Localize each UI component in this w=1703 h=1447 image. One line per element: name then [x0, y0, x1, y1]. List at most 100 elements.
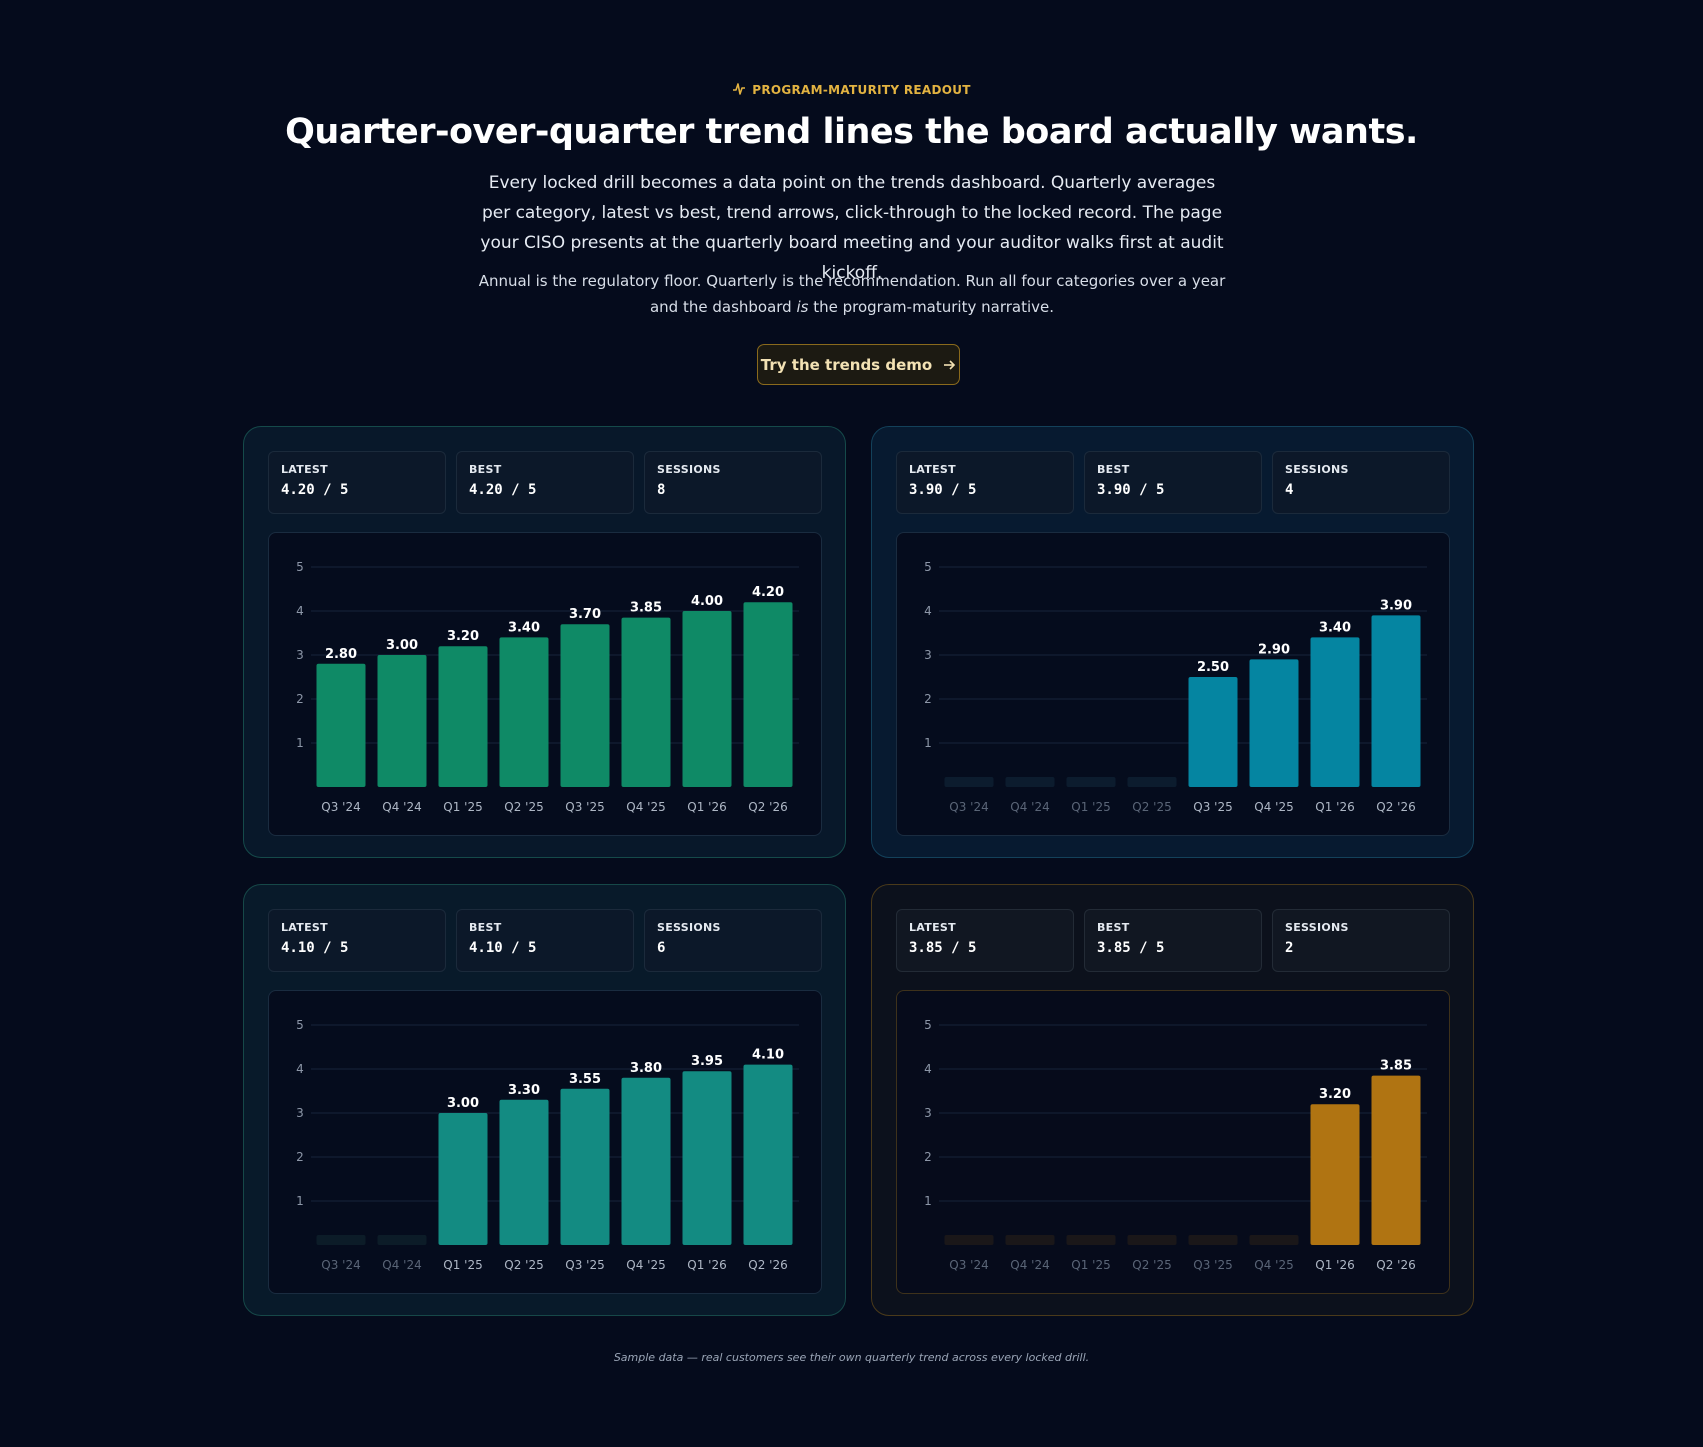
empty-bar [1188, 1235, 1238, 1245]
bar [621, 1077, 671, 1245]
trend-chart: 1 2 3 4 5 Q3 '24 Q4 '24 3.00 Q1 '25 3.30 Q2 '25 3.5… [268, 990, 822, 1294]
y-tick-label: 2 [924, 692, 932, 706]
data-label: 3.85 [1380, 1059, 1412, 1074]
bar [621, 617, 671, 787]
x-tick-label: Q4 '24 [1010, 1258, 1049, 1272]
empty-bar [1127, 777, 1177, 787]
data-label: 3.70 [569, 607, 601, 622]
bar [560, 624, 610, 787]
empty-bar [944, 777, 994, 787]
trend-card-2: LATEST 3.90 / 5 BEST 3.90 / 5 SESSIONS 4… [871, 426, 1474, 858]
data-label: 3.30 [508, 1083, 540, 1098]
stat-best: BEST 3.85 / 5 [1084, 909, 1262, 972]
empty-bar [1005, 1235, 1055, 1245]
bar [1310, 1104, 1360, 1245]
empty-bar [1066, 1235, 1116, 1245]
y-tick-label: 1 [924, 736, 932, 750]
eyebrow-label: PROGRAM-MATURITY READOUT [752, 83, 971, 97]
bar [1371, 615, 1421, 787]
best-value: 4.20 / 5 [469, 482, 537, 498]
page-title: Quarter-over-quarter trend lines the boa… [285, 112, 1418, 152]
bar [743, 1064, 793, 1245]
bar-chart-svg: 1 2 3 4 5 Q3 '24 Q4 '24 3.00 Q1 '25 3.30 Q2 '25 3.5… [296, 1018, 799, 1272]
trend-chart: 1 2 3 4 5 Q3 '24 Q4 '24 Q1 '25 Q2 '25 2.50 Q3 '25 2… [896, 532, 1450, 836]
x-tick-label: Q4 '25 [626, 800, 665, 814]
x-tick-label: Q3 '25 [1193, 1258, 1232, 1272]
y-tick-label: 1 [296, 1194, 304, 1208]
latest-value: 4.10 / 5 [281, 940, 349, 956]
data-label: 3.40 [1319, 620, 1351, 635]
trend-card-3: LATEST 4.10 / 5 BEST 4.10 / 5 SESSIONS 6… [243, 884, 846, 1316]
x-tick-label: Q4 '25 [626, 1258, 665, 1272]
stat-sessions: SESSIONS 8 [644, 451, 822, 514]
subtext: Annual is the regulatory floor. Quarterl… [478, 272, 1226, 316]
x-tick-label: Q2 '25 [1132, 800, 1171, 814]
stat-latest: LATEST 3.85 / 5 [896, 909, 1074, 972]
bar [1371, 1075, 1421, 1245]
stat-sessions: SESSIONS 6 [644, 909, 822, 972]
bar [499, 637, 549, 787]
data-label: 3.55 [569, 1072, 601, 1087]
x-tick-label: Q3 '25 [1193, 800, 1232, 814]
y-tick-label: 2 [924, 1150, 932, 1164]
bar-chart-svg: 1 2 3 4 5 2.80 Q3 '24 3.00 Q4 '24 3.20 Q1 '25 3.40 Q… [296, 560, 799, 814]
x-tick-label: Q1 '25 [1071, 800, 1110, 814]
try-trends-demo-button[interactable]: Try the trends demo [757, 344, 960, 385]
empty-bar [377, 1235, 427, 1245]
x-tick-label: Q3 '24 [949, 1258, 988, 1272]
data-label: 3.20 [1319, 1087, 1351, 1102]
y-tick-label: 2 [296, 692, 304, 706]
x-tick-label: Q2 '26 [748, 1258, 787, 1272]
y-tick-label: 3 [296, 1106, 304, 1120]
data-label: 3.90 [1380, 598, 1412, 613]
y-tick-label: 1 [296, 736, 304, 750]
lede: Every locked drill becomes a data point … [480, 173, 1224, 283]
sessions-value: 6 [657, 940, 666, 956]
x-tick-label: Q1 '25 [1071, 1258, 1110, 1272]
footnote: Sample data — real customers see their o… [613, 1351, 1090, 1364]
data-label: 2.80 [325, 647, 357, 662]
x-tick-label: Q4 '25 [1254, 1258, 1293, 1272]
empty-bar [1066, 777, 1116, 787]
empty-bar [944, 1235, 994, 1245]
stat-latest: LATEST 4.20 / 5 [268, 451, 446, 514]
best-value: 3.90 / 5 [1097, 482, 1165, 498]
trend-card-1: LATEST 4.20 / 5 BEST 4.20 / 5 SESSIONS 8… [243, 426, 846, 858]
bar [743, 602, 793, 787]
bar [682, 611, 732, 787]
arrow-right-icon [944, 359, 956, 370]
x-tick-label: Q1 '26 [687, 1258, 726, 1272]
stat-sessions: SESSIONS 4 [1272, 451, 1450, 514]
y-tick-label: 2 [296, 1150, 304, 1164]
data-label: 4.10 [752, 1048, 784, 1063]
sessions-value: 8 [657, 482, 666, 498]
x-tick-label: Q2 '26 [748, 800, 787, 814]
x-tick-label: Q2 '26 [1376, 1258, 1415, 1272]
bar [1249, 659, 1299, 787]
x-tick-label: Q3 '24 [321, 800, 360, 814]
stat-sessions: SESSIONS 2 [1272, 909, 1450, 972]
x-tick-label: Q4 '24 [382, 800, 421, 814]
y-tick-label: 3 [296, 648, 304, 662]
stat-best: BEST 4.20 / 5 [456, 451, 634, 514]
bar [1310, 637, 1360, 787]
x-tick-label: Q1 '26 [1315, 1258, 1354, 1272]
trend-chart: 1 2 3 4 5 Q3 '24 Q4 '24 Q1 '25 Q2 '25 Q3 '25 Q4 '2… [896, 990, 1450, 1294]
cta-label: Try the trends demo [760, 355, 933, 374]
y-tick-label: 4 [296, 1062, 304, 1076]
x-tick-label: Q3 '25 [565, 1258, 604, 1272]
data-label: 3.20 [447, 629, 479, 644]
bar [438, 646, 488, 787]
bar-chart-svg: 1 2 3 4 5 Q3 '24 Q4 '24 Q1 '25 Q2 '25 Q3 '25 Q4 '2… [924, 1018, 1427, 1272]
data-label: 3.00 [386, 638, 418, 653]
x-tick-label: Q2 '26 [1376, 800, 1415, 814]
data-label: 4.20 [752, 585, 784, 600]
x-tick-label: Q2 '25 [504, 800, 543, 814]
sessions-value: 2 [1285, 940, 1294, 956]
y-tick-label: 3 [924, 648, 932, 662]
y-tick-label: 5 [924, 560, 932, 574]
x-tick-label: Q1 '26 [1315, 800, 1354, 814]
x-tick-label: Q3 '24 [949, 800, 988, 814]
y-tick-label: 5 [296, 560, 304, 574]
bar [682, 1071, 732, 1245]
